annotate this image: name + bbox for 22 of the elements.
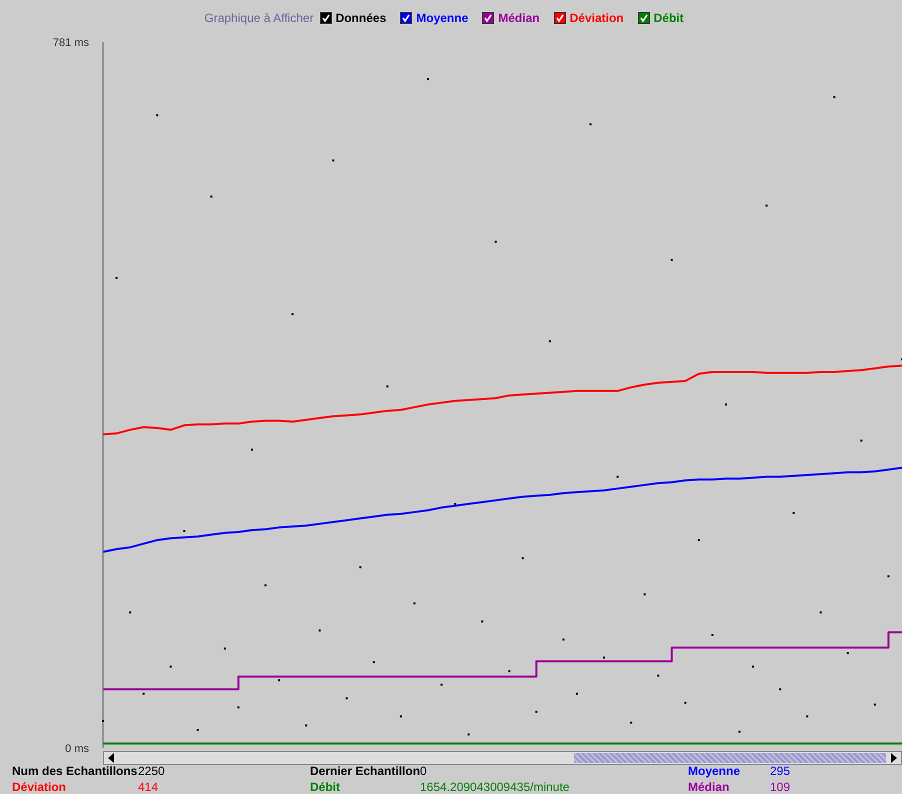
text: Déviation: [12, 780, 66, 794]
line-series: [102, 364, 902, 436]
text: 414: [138, 780, 158, 794]
y-tick-label: 0 ms: [65, 743, 90, 755]
legend-label: Médian: [497, 11, 540, 25]
legend-title: Graphique à Afficher: [204, 11, 314, 25]
legend-label: Moyenne: [415, 11, 468, 25]
legend-label: Données: [334, 11, 386, 25]
text: Num des Echantillons: [12, 764, 138, 778]
legend-label: Débit: [652, 11, 684, 25]
text: 0: [420, 764, 427, 778]
text: Débit: [310, 780, 340, 794]
line-series: [102, 466, 902, 553]
y-tick-label: 781 ms: [52, 37, 90, 49]
legend-label: Déviation: [568, 11, 624, 25]
text: 1654.209043009435/minute: [420, 780, 570, 794]
text: Médian: [688, 780, 730, 794]
text: Moyenne: [688, 764, 740, 778]
text: 2250: [138, 764, 165, 778]
text: 295: [770, 764, 790, 778]
text: 109: [770, 780, 790, 794]
text: Dernier Echantillon: [310, 764, 420, 778]
